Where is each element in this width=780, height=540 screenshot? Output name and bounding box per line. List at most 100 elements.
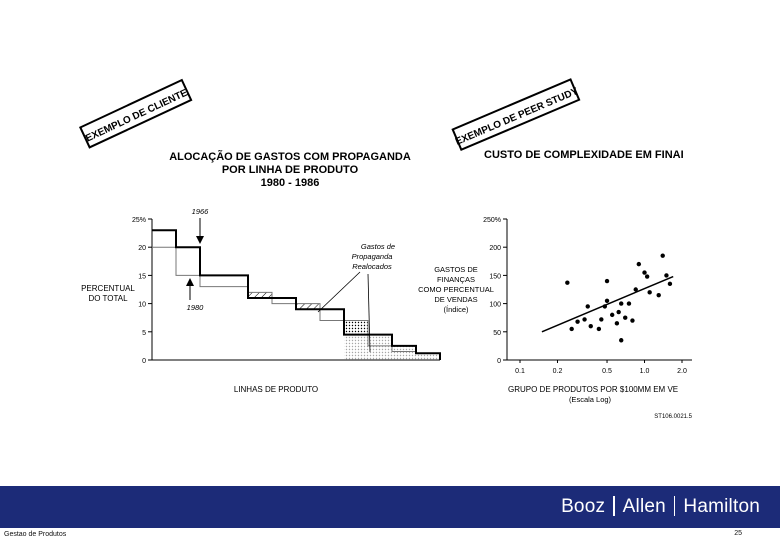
scatter-point (599, 317, 604, 322)
label-1986: 1966 (192, 207, 210, 216)
regions-arrow-2 (367, 273, 371, 353)
scatter-point (644, 274, 650, 279)
stippled-area (416, 353, 440, 360)
scatter-point (630, 318, 635, 323)
left-y-tick-label: 20 (138, 245, 146, 252)
scatter-point (619, 301, 624, 306)
figure-canvas: EXEMPLO DE CLIENTE EXEMPLO DE PEER STUDY… (78, 78, 693, 420)
left-y-tick-label: 15 (138, 273, 146, 280)
brand-separator (613, 496, 615, 516)
scatter-point (619, 338, 624, 343)
scatter-point (626, 301, 632, 306)
brand-separator (673, 496, 676, 516)
right-y-label-line: FINANÇAS (437, 275, 475, 284)
right-y-tick-label: 100 (489, 302, 501, 309)
series-1986-line (152, 229, 441, 360)
brand-word-1: Booz (561, 496, 606, 517)
scatter-point (585, 304, 590, 309)
scatter-point (609, 312, 615, 318)
scatter-point (664, 273, 669, 278)
right-y-label-line: (Índice) (443, 305, 469, 314)
left-y-tick-label: 5 (142, 330, 146, 337)
source-code: ST106.0021.5 (654, 414, 692, 420)
reallocated-region (344, 320, 368, 335)
reallocated-region (248, 292, 272, 298)
scatter-point (667, 281, 673, 287)
left-chart-title: ALOCAÇÃO DE GASTOS COM PROPAGANDA (169, 150, 411, 163)
right-x-label: GRUPO DE PRODUTOS POR $100MM EM VE (508, 385, 678, 394)
regions-label-line2: Propaganda (352, 252, 393, 261)
page-number: 25 (734, 530, 742, 537)
stippled-area (392, 345, 416, 360)
right-y-tick-label: 250% (483, 217, 501, 224)
left-y-tick-label: 0 (142, 358, 146, 365)
scatter-point (569, 326, 574, 332)
left-y-ticks: 25% 20 15 10 5 0 (132, 217, 152, 365)
left-y-tick-label: 25% (132, 217, 146, 224)
peer-study-stamp: EXEMPLO DE PEER STUDY (451, 78, 581, 152)
footer-bar (0, 486, 780, 528)
right-x-tick-label: 2.0 (677, 368, 687, 375)
left-y-label-line1: PERCENTUAL (81, 284, 135, 293)
left-series (152, 229, 441, 360)
stippled-area (344, 334, 368, 360)
right-y-label-line: COMO PERCENTUAL (418, 285, 494, 294)
scatter-point (623, 315, 628, 320)
client-example-stamp-text: EXEMPLO DE CLIENTE (84, 87, 190, 144)
scatter-point (642, 270, 647, 275)
series-1980-line (152, 246, 441, 360)
right-y-label-line: DE VENDAS (434, 295, 477, 304)
peer-study-stamp-text: EXEMPLO DE PEER STUDY (454, 86, 580, 148)
right-chart: 250% 200 150 100 50 0 0.1 0.2 0.5 1.0 2.0 (483, 217, 692, 375)
brand-word-3: Hamilton (683, 496, 760, 517)
arrow-1986-head (196, 236, 204, 244)
right-y-tick-label: 200 (489, 245, 501, 252)
regions-label-line3: Realocados (352, 262, 392, 271)
right-y-ticks: 250% 200 150 100 50 0 (483, 217, 507, 365)
right-x-tick-label: 0.5 (602, 368, 612, 375)
left-chart: 25% 20 15 10 5 0 (132, 217, 441, 365)
regions-label-line1: Gastos de (361, 242, 395, 251)
footer-left-text: Gestao de Produtos (4, 531, 67, 538)
scatter-point (604, 298, 610, 303)
scatter-point (660, 253, 665, 258)
label-1980: 1980 (187, 303, 205, 312)
scatter-point (582, 317, 587, 322)
scatter-point (636, 261, 642, 267)
left-chart-title-line2: POR LINHA DE PRODUTO (222, 164, 359, 176)
brand-logo: Booz Allen Hamilton (561, 496, 760, 518)
right-chart-title: CUSTO DE COMPLEXIDADE EM FINAI (484, 149, 684, 161)
scatter-point (656, 292, 661, 298)
scatter-point (565, 280, 570, 285)
right-x-tick-label: 1.0 (640, 368, 650, 375)
right-x-tick-label: 0.1 (515, 368, 525, 375)
scatter-point (616, 309, 621, 315)
scatter-point (633, 287, 638, 292)
right-y-tick-label: 150 (489, 273, 501, 280)
right-y-tick-label: 50 (493, 330, 501, 337)
stippled-area (368, 334, 392, 360)
scatter-point (575, 319, 580, 324)
scatter-point (588, 323, 593, 329)
scatter-point (647, 290, 652, 295)
left-y-label-line2: DO TOTAL (88, 294, 128, 303)
arrow-1980-head (186, 278, 194, 286)
scatter-point (596, 326, 602, 332)
right-x-ticks: 0.1 0.2 0.5 1.0 2.0 (515, 360, 687, 375)
left-y-tick-label: 10 (138, 302, 146, 309)
trend-line (541, 275, 674, 333)
client-example-stamp: EXEMPLO DE CLIENTE (78, 78, 193, 149)
scatter-point (614, 321, 620, 326)
brand-word-2: Allen (622, 496, 666, 517)
right-y-label-line: GASTOS DE (434, 265, 478, 274)
right-x-scale-note: (Escala Log) (569, 395, 612, 404)
left-x-label: LINHAS DE PRODUTO (234, 385, 318, 394)
right-x-tick-label: 0.2 (553, 368, 563, 375)
scatter-point (604, 278, 610, 284)
left-chart-subtitle: 1980 - 1986 (261, 177, 320, 189)
right-points (565, 253, 673, 343)
regions-arrow-1 (317, 271, 361, 313)
right-y-tick-label: 0 (497, 358, 501, 365)
